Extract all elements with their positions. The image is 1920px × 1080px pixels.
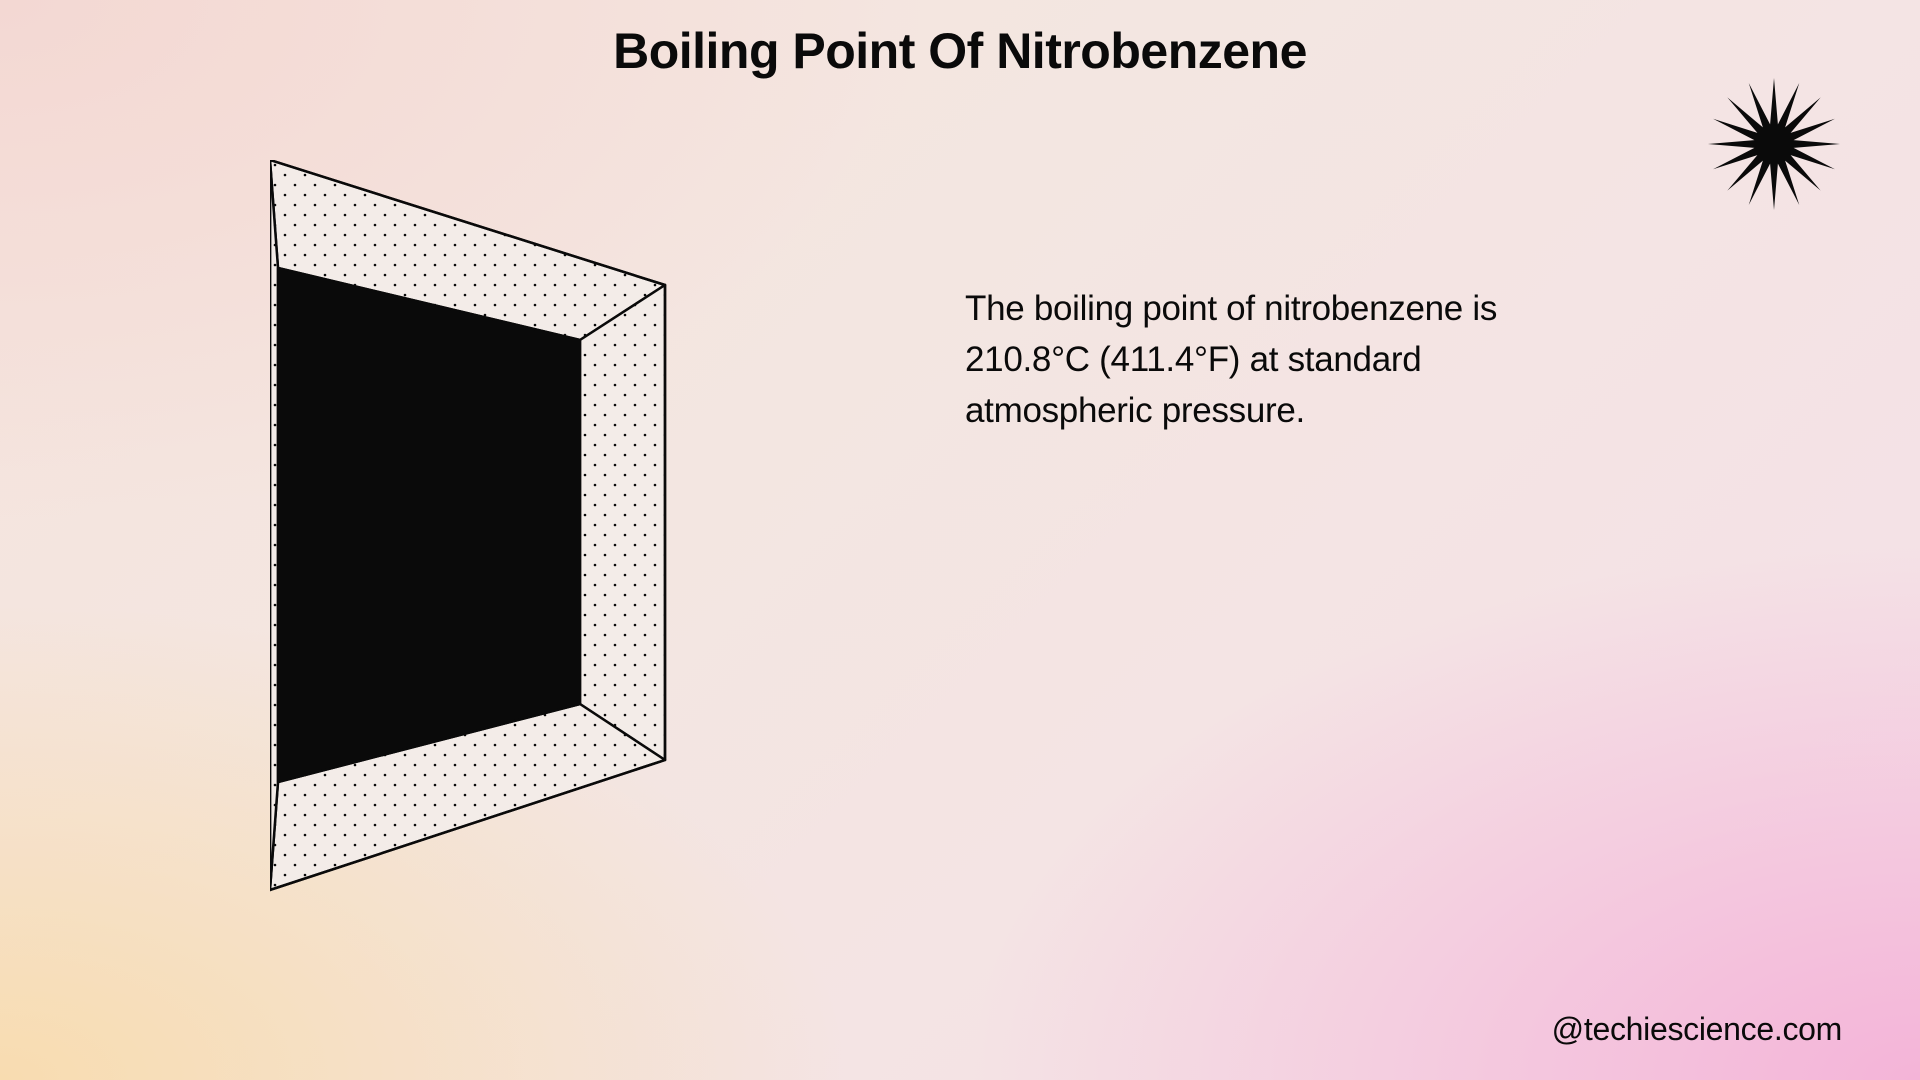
page-title: Boiling Point Of Nitrobenzene bbox=[613, 22, 1307, 80]
starburst-icon bbox=[1704, 74, 1844, 214]
isometric-box-illustration bbox=[270, 160, 670, 900]
body-text: The boiling point of nitrobenzene is 210… bbox=[965, 284, 1525, 436]
credit-text: @techiescience.com bbox=[1552, 1011, 1842, 1048]
